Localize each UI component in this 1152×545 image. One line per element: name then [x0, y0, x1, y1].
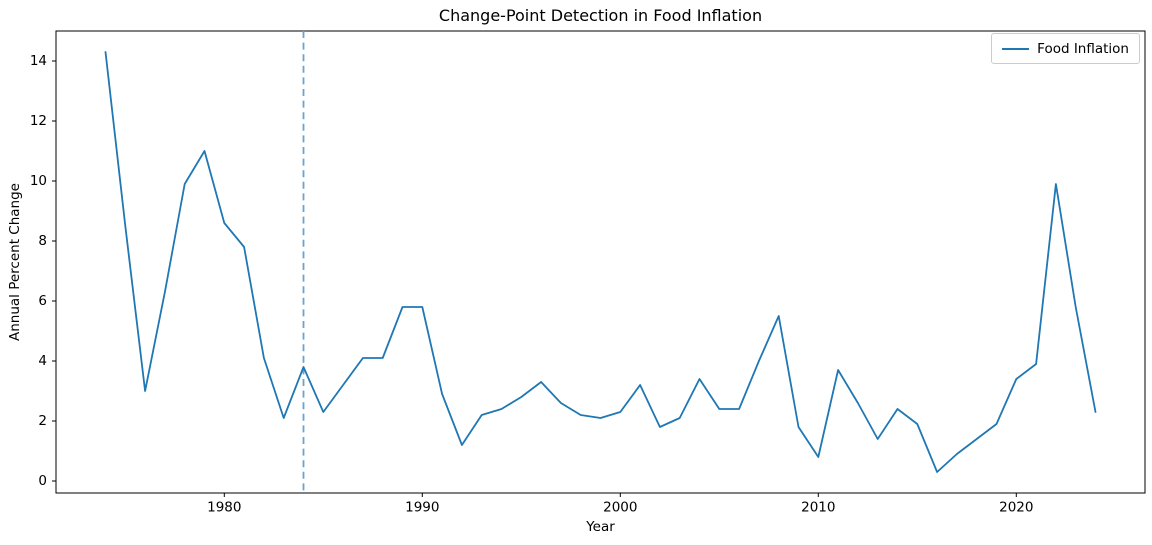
y-tick-label-14: 14 [30, 53, 47, 69]
legend-line-sample [1002, 47, 1030, 50]
y-tick-label-2: 2 [38, 413, 47, 429]
x-tick-label-1980: 1980 [207, 500, 241, 516]
y-tick-label-12: 12 [30, 113, 47, 129]
y-tick-label-0: 0 [38, 473, 47, 489]
legend-label: Food Inflation [1037, 40, 1129, 57]
x-tick-label-2010: 2010 [801, 500, 835, 516]
y-tick-label-10: 10 [30, 173, 47, 189]
chart-title: Change-Point Detection in Food Inflation [438, 6, 763, 25]
y-axis-label: Annual Percent Change [7, 183, 23, 341]
food-inflation-line [104, 51, 1097, 473]
y-tick-label-8: 8 [38, 233, 47, 249]
axes-frame [55, 30, 1146, 494]
x-axis-label: Year [586, 519, 615, 535]
y-tick-label-6: 6 [38, 293, 47, 309]
x-tick-label-2020: 2020 [999, 500, 1033, 516]
x-tick-label-1990: 1990 [405, 500, 439, 516]
x-tick-label-2000: 2000 [603, 500, 637, 516]
y-tick-label-4: 4 [38, 353, 47, 369]
legend: Food Inflation [991, 33, 1140, 64]
